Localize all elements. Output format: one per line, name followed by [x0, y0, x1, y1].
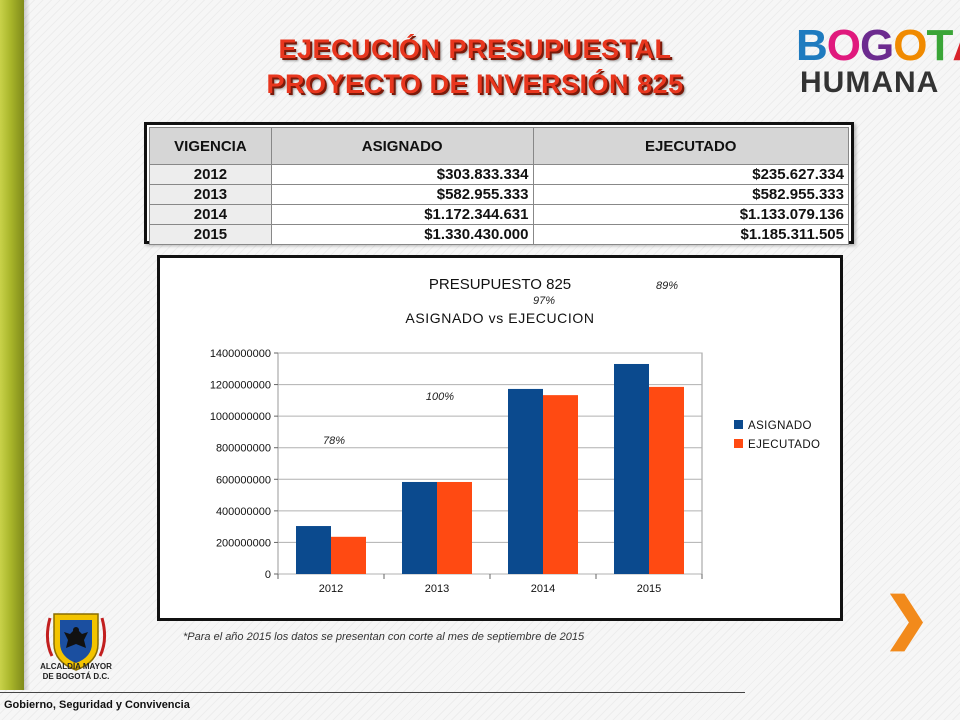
chart-title: PRESUPUESTO 825	[429, 276, 571, 293]
footer-label: Gobierno, Seguridad y Convivencia	[4, 699, 190, 711]
footnote: *Para el año 2015 los datos se presentan…	[183, 631, 585, 643]
footer-divider	[0, 692, 745, 693]
y-tick-label: 200000000	[216, 537, 271, 549]
x-tick-label: 2015	[637, 583, 661, 595]
logo-letter: G	[860, 21, 894, 70]
logo-letter: B	[796, 21, 828, 70]
cell-year: 2012	[149, 164, 272, 185]
cell-asignado: $582.955.333	[270, 184, 534, 205]
table-row: 2015 $1.330.430.000 $1.185.311.505	[149, 224, 849, 245]
title-line-2: PROYECTO DE INVERSIÓN 825	[266, 69, 684, 99]
bar-ejecutado-2014	[543, 395, 578, 574]
logo-letter: O	[826, 21, 861, 70]
y-tick-label: 1000000000	[210, 411, 271, 423]
logo-word-humana: HUMANA	[800, 66, 940, 99]
cell-year: 2015	[149, 224, 272, 245]
cell-year: 2014	[149, 204, 272, 225]
logo-word-bogota: BOGOTÁ	[796, 22, 960, 70]
logo-letter: Á	[952, 21, 960, 70]
table-header-row: VIGENCIA ASIGNADO EJECUTADO	[149, 127, 849, 165]
cell-asignado: $1.330.430.000	[270, 224, 534, 245]
bogota-coat-of-arms-icon	[45, 613, 107, 671]
bar-asignado-2013	[402, 481, 437, 574]
column-header-vigencia: VIGENCIA	[149, 127, 272, 165]
table-row: 2014 $1.172.344.631 $1.133.079.136	[149, 204, 849, 225]
page-title: EJECUCIÓN PRESUPUESTAL PROYECTO DE INVER…	[160, 32, 790, 102]
legend-label-asignado: ASIGNADO	[748, 420, 812, 432]
percentage-annotation: 78%	[323, 435, 345, 447]
alcaldia-mayor-label: ALCALDÍA MAYOR DE BOGOTÁ D.C.	[26, 662, 126, 682]
y-tick-label: 400000000	[216, 506, 271, 518]
x-tick-label: 2014	[531, 583, 555, 595]
legend-label-ejecutado: EJECUTADO	[748, 439, 820, 451]
column-header-ejecutado: EJECUTADO	[532, 127, 849, 165]
bar-asignado-2012	[296, 526, 331, 574]
table-row: 2012 $303.833.334 $235.627.334	[149, 164, 849, 185]
budget-table-frame: VIGENCIA ASIGNADO EJECUTADO 2012 $303.83…	[144, 122, 854, 245]
left-accent-bar	[0, 0, 30, 690]
cell-ejecutado: $1.185.311.505	[532, 224, 849, 245]
cell-ejecutado: $235.627.334	[532, 164, 849, 185]
bar-asignado-2015	[614, 363, 649, 574]
cell-asignado: $1.172.344.631	[270, 204, 534, 225]
x-tick-label: 2013	[425, 583, 449, 595]
chart-frame: 0 200000000 400000000 600000000 800000000 100…	[157, 255, 843, 621]
legend-swatch-ejecutado	[734, 439, 743, 448]
cell-ejecutado: $582.955.333	[532, 184, 849, 205]
budget-table: VIGENCIA ASIGNADO EJECUTADO 2012 $303.83…	[149, 127, 849, 245]
bar-asignado-2014	[508, 388, 543, 574]
logo-letter: T	[926, 21, 953, 70]
bar-ejecutado-2015	[649, 386, 684, 574]
percentage-annotation: 89%	[656, 280, 678, 292]
bar-ejecutado-2013	[437, 481, 472, 574]
table-row: 2013 $582.955.333 $582.955.333	[149, 184, 849, 205]
bogota-humana-logo: BOGOTÁ HUMANA	[796, 22, 960, 102]
logo-letter: O	[893, 21, 927, 70]
cell-year: 2013	[149, 184, 272, 205]
crest-line-1: ALCALDÍA MAYOR	[40, 662, 112, 671]
y-tick-label: 1200000000	[210, 380, 271, 392]
cell-ejecutado: $1.133.079.136	[532, 204, 849, 225]
next-slide-arrow[interactable]: ❯	[883, 586, 930, 649]
chart-subtitle: ASIGNADO vs EJECUCION	[405, 310, 594, 326]
cell-asignado: $303.833.334	[270, 164, 534, 185]
y-tick-label: 800000000	[216, 443, 271, 455]
crest-line-2: DE BOGOTÁ D.C.	[42, 672, 110, 681]
bar-ejecutado-2012	[331, 536, 366, 574]
budget-bar-chart: 0 200000000 400000000 600000000 800000000 100…	[210, 276, 820, 595]
y-tick-label: 1400000000	[210, 348, 271, 360]
column-header-asignado: ASIGNADO	[270, 127, 534, 165]
percentage-annotation: 100%	[426, 391, 454, 403]
title-line-1: EJECUCIÓN PRESUPUESTAL	[278, 34, 672, 64]
percentage-annotation: 97%	[533, 295, 555, 307]
legend-swatch-asignado	[734, 420, 743, 429]
y-tick-label: 600000000	[216, 474, 271, 486]
x-tick-label: 2012	[319, 583, 343, 595]
y-tick-label: 0	[265, 569, 271, 581]
